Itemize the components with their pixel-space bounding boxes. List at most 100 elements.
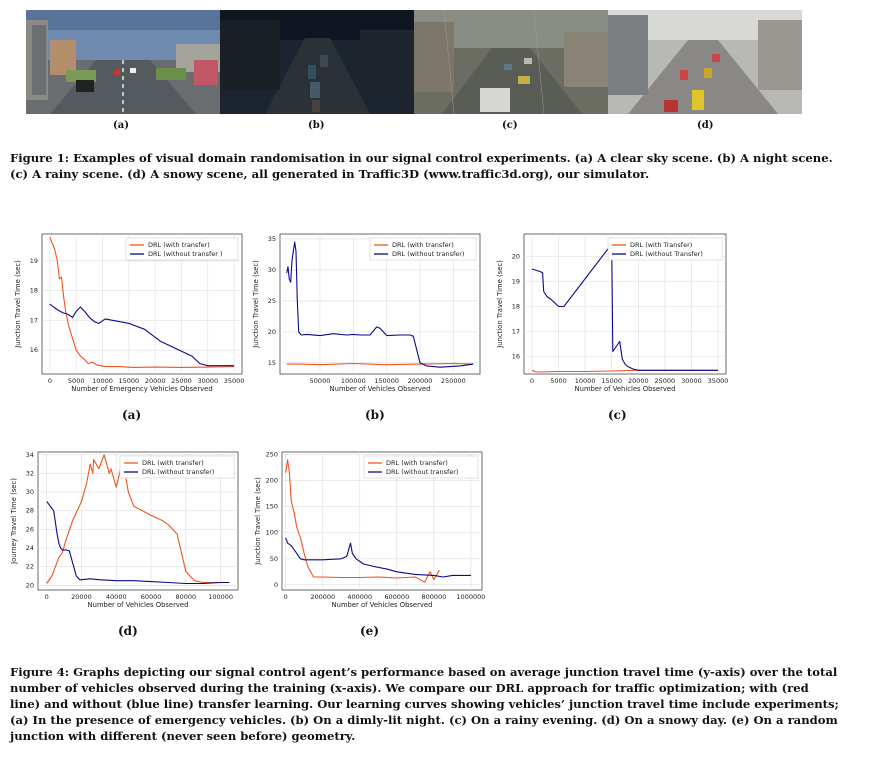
scene-image-rainy (414, 10, 608, 114)
chart-svg: 15 20 25 30 35 50000 100000 150000 200000 250000 N… (252, 233, 481, 393)
scene-image-clear (26, 10, 220, 114)
x-tick-label: 40000 (106, 593, 127, 601)
y-tick-label: 200 (266, 477, 278, 485)
y-tick-label: 30 (268, 266, 276, 274)
y-tick-label: 16 (512, 353, 520, 361)
chart-svg: 20 22 24 26 28 30 32 34 0 20000 40000 60000 80000 100… (10, 451, 239, 609)
chart-label-a: (a) (122, 408, 142, 422)
y-tick-label: 22 (26, 563, 34, 571)
series-line-with-transfer (49, 236, 235, 368)
series-line-without-transfer (285, 537, 471, 578)
x-tick-label: 100000 (341, 377, 366, 385)
legend-box (119, 455, 235, 479)
x-tick-label: 30000 (197, 377, 218, 385)
series-line-without-transfer (531, 243, 718, 371)
y-tick-label: 150 (266, 503, 278, 511)
y-tick-label: 15 (268, 359, 276, 367)
y-tick-label: 30 (26, 488, 34, 496)
panel-label-c: (c) (502, 120, 518, 131)
scene-image-snowy (608, 10, 802, 114)
x-tick-label: 5000 (550, 377, 567, 385)
legend-entry: DRL (with transfer) (392, 241, 454, 249)
y-tick-label: 18 (512, 303, 520, 311)
y-axis-label: Junction Travel Time (sec) (14, 260, 22, 349)
x-tick-label: 10000 (92, 377, 113, 385)
x-tick-label: 200000 (408, 377, 433, 385)
x-tick-label: 5000 (68, 377, 85, 385)
x-tick-label: 0 (45, 593, 49, 601)
chart-label-d: (d) (118, 624, 138, 638)
chart-svg: 16 17 18 19 0 5000 10000 15000 20000 25000 30000 35… (14, 233, 245, 393)
x-tick-label: 15000 (601, 377, 622, 385)
x-tick-label: 800000 (421, 593, 446, 601)
figure1-caption-line: (c) A rainy scene. (d) A snowy scene, al… (10, 167, 650, 181)
chart-svg: 0 50 100 150 200 250 0 200000 400000 600000 800000… (254, 451, 485, 609)
series-line-with-transfer (286, 362, 474, 366)
x-axis-label: Number of Emergency Vehicles Observed (71, 385, 212, 393)
chart-label-e: (e) (360, 624, 379, 638)
y-tick-label: 20 (268, 328, 276, 336)
legend-entry: DRL (with Transfer) (630, 241, 692, 249)
x-tick-label: 35000 (708, 377, 729, 385)
legend-entry: DRL (with transfer) (142, 459, 204, 467)
chart-b: 15 20 25 30 35 50000 100000 150000 200000 250000 N… (250, 228, 488, 420)
y-tick-label: 20 (26, 581, 34, 589)
x-tick-label: 1000000 (456, 593, 485, 601)
series-line-with-transfer (285, 459, 440, 583)
figure4-caption-line: Figure 4: Graphs depicting our signal co… (10, 665, 838, 679)
y-tick-label: 18 (30, 287, 38, 295)
x-tick-label: 600000 (384, 593, 409, 601)
x-tick-label: 25000 (655, 377, 676, 385)
figure4-caption: Figure 4: Graphs depicting our signal co… (10, 664, 839, 744)
x-tick-label: 30000 (681, 377, 702, 385)
x-tick-label: 50000 (310, 377, 331, 385)
legend-entry: DRL (with transfer) (148, 241, 210, 249)
legend-entry: DRL (without Transfer) (630, 250, 703, 258)
x-tick-label: 0 (530, 377, 534, 385)
x-tick-label: 100000 (208, 593, 233, 601)
y-tick-label: 19 (512, 278, 520, 286)
x-tick-label: 200000 (310, 593, 335, 601)
x-tick-label: 0 (284, 593, 288, 601)
y-tick-label: 17 (30, 316, 38, 324)
x-axis-label: Number of Vehicles Observed (330, 385, 431, 393)
x-tick-label: 0 (48, 377, 52, 385)
y-tick-label: 20 (512, 253, 520, 261)
chart-svg: 16 17 18 19 20 0 5000 10000 15000 20000 25000 30000… (496, 233, 729, 393)
x-tick-label: 35000 (224, 377, 245, 385)
y-axis-label: Journey Travel Time (sec) (10, 478, 18, 565)
legend-entry: DRL (without transfer ) (148, 250, 223, 258)
y-tick-label: 19 (30, 257, 38, 265)
y-tick-label: 26 (26, 525, 34, 533)
legend-box (607, 237, 723, 261)
legend-box (369, 237, 477, 261)
series-line-without-transfer (46, 501, 230, 585)
x-tick-label: 20000 (71, 593, 92, 601)
chart-d: 20 22 24 26 28 30 32 34 0 20000 40000 60000 80000 100… (2, 448, 242, 636)
series-line-with-transfer (46, 454, 230, 584)
y-tick-label: 24 (26, 544, 34, 552)
panel-label-a: (a) (113, 120, 129, 131)
y-axis-label: Junction Travel Time (sec) (496, 260, 504, 349)
legend-entry: DRL (without transfer) (392, 250, 464, 258)
legend-box (363, 455, 479, 479)
y-tick-label: 100 (266, 529, 278, 537)
figure1-caption-line: Figure 1: Examples of visual domain rand… (10, 151, 833, 165)
x-tick-label: 60000 (141, 593, 162, 601)
y-tick-label: 50 (270, 555, 278, 563)
x-tick-label: 400000 (347, 593, 372, 601)
panel-label-b: (b) (308, 120, 325, 131)
figure4-caption-line: (a) In the presence of emergency vehicle… (10, 713, 838, 727)
y-tick-label: 35 (268, 235, 276, 243)
scene-image-night (220, 10, 414, 114)
x-axis-label: Number of Vehicles Observed (575, 385, 676, 393)
legend-entry: DRL (with transfer) (386, 459, 448, 467)
x-tick-label: 250000 (441, 377, 466, 385)
legend-entry: DRL (without transfer) (386, 468, 458, 476)
x-tick-label: 80000 (175, 593, 196, 601)
x-tick-label: 25000 (171, 377, 192, 385)
y-tick-label: 28 (26, 507, 34, 515)
y-tick-label: 0 (274, 581, 278, 589)
y-tick-label: 16 (30, 346, 38, 354)
y-axis-label: Junction Travel Time (sec) (254, 477, 262, 566)
